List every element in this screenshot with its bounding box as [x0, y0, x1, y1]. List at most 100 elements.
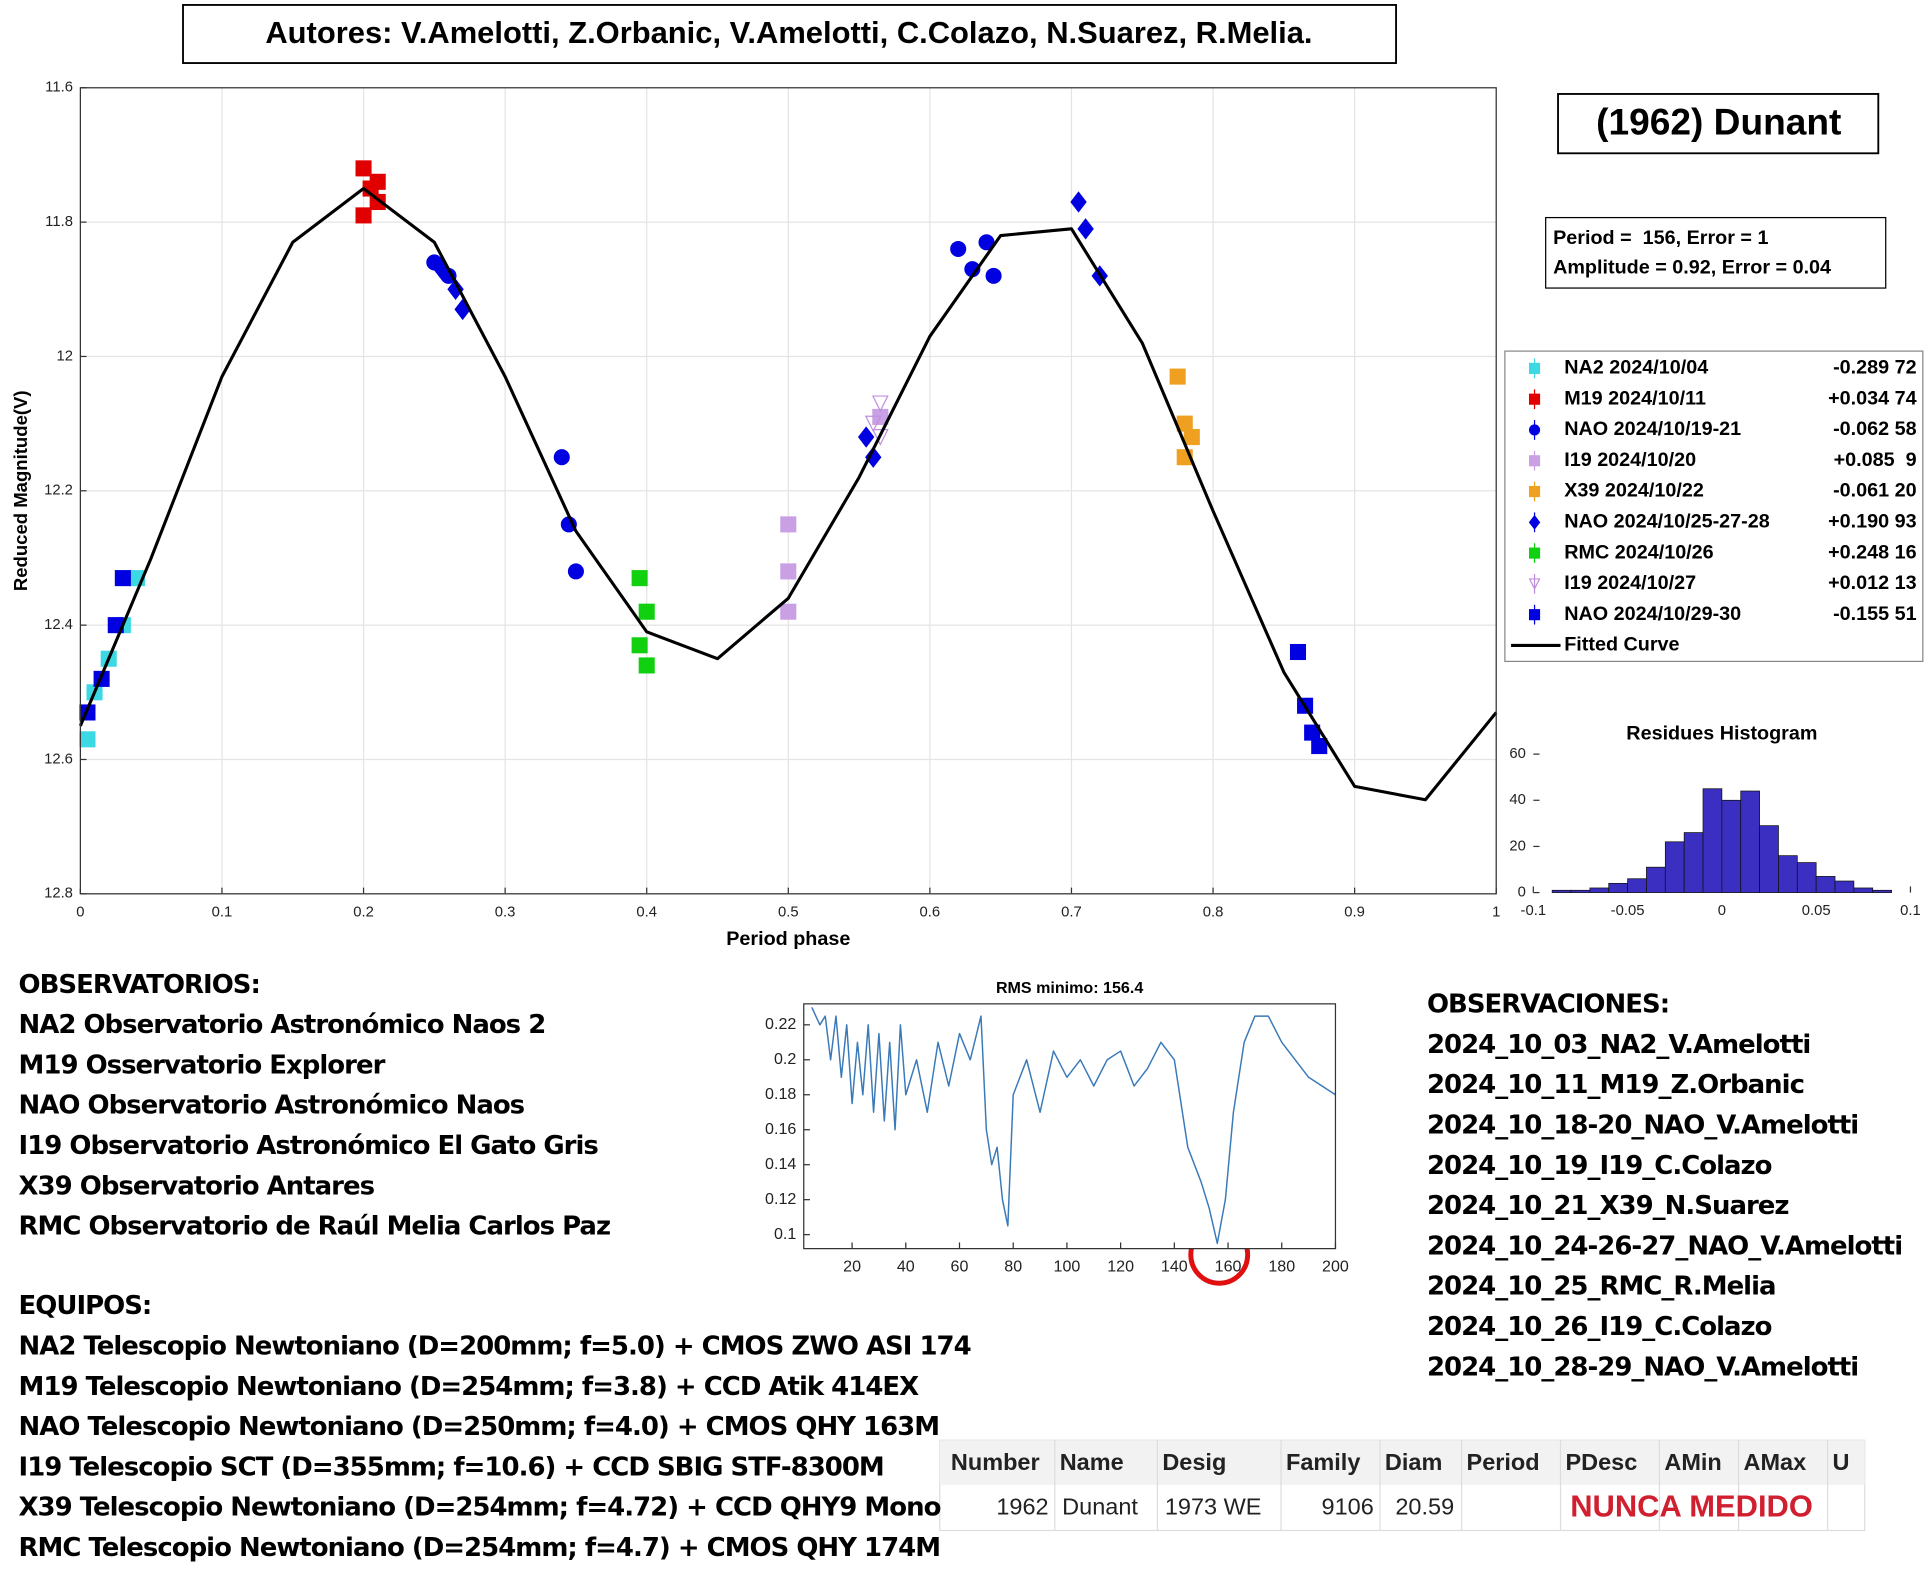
x-tick-label: 0.4	[636, 904, 657, 920]
point	[1169, 368, 1186, 385]
histogram-bar	[1608, 882, 1628, 893]
legend-offset: +0.190 93	[1828, 511, 1916, 533]
section-item: I19 Observatorio Astronómico El Gato Gri…	[19, 1131, 599, 1161]
table-note: NUNCA MEDIDO	[1570, 1488, 1813, 1523]
histogram-bar	[1664, 841, 1685, 893]
point	[950, 240, 967, 258]
x-tick-label: 160	[1215, 1257, 1242, 1275]
point	[631, 570, 648, 587]
point	[780, 603, 797, 620]
x-tick-label: 0.2	[353, 904, 374, 920]
x-tick-label: 140	[1161, 1257, 1188, 1275]
table-header: Period	[1467, 1449, 1540, 1475]
legend-marker	[1528, 514, 1541, 530]
point	[857, 426, 875, 448]
legend-label: Fitted Curve	[1564, 634, 1679, 656]
point	[780, 563, 797, 580]
histogram-bar	[1778, 855, 1798, 893]
y-tick-label: 12.8	[44, 886, 73, 902]
section-item: 2024_10_03_NA2_V.Amelotti	[1427, 1030, 1810, 1060]
y-tick-label: 0.2	[774, 1050, 796, 1068]
point	[1289, 643, 1307, 661]
point	[447, 278, 464, 300]
section-title: OBSERVATORIOS:	[19, 970, 260, 1000]
section-title: OBSERVACIONES:	[1427, 990, 1669, 1020]
x-tick-label: 80	[1004, 1257, 1022, 1275]
section-item: RMC Observatorio de Raúl Melia Carlos Pa…	[19, 1212, 611, 1242]
point	[1183, 429, 1200, 446]
histogram-bar	[1834, 880, 1855, 893]
point	[355, 160, 372, 177]
legend-offset: +0.012 13	[1828, 572, 1916, 594]
point	[1077, 218, 1094, 240]
legend-offset: -0.062 58	[1833, 418, 1917, 440]
table-header: AMax	[1744, 1449, 1807, 1475]
section-item: M19 Osservatorio Explorer	[19, 1050, 386, 1080]
legend-label: M19 2024/10/11	[1564, 387, 1706, 409]
section-item: X39 Telescopio Newtoniano (D=254mm; f=4.…	[19, 1493, 941, 1523]
legend-offset: -0.061 20	[1833, 480, 1917, 502]
legend-offset: -0.289 72	[1833, 357, 1917, 379]
legend-label: X39 2024/10/22	[1564, 480, 1704, 502]
legend-label: RMC 2024/10/26	[1564, 541, 1713, 563]
x-tick-label: 0.9	[1344, 904, 1365, 920]
legend-box	[1504, 350, 1924, 663]
section-item: 2024_10_21_X39_N.Suarez	[1427, 1191, 1789, 1221]
point	[864, 415, 882, 433]
y-tick-label: 0.14	[765, 1155, 796, 1173]
y-tick-label: 20	[1509, 838, 1526, 854]
y-tick-label: 0.1	[774, 1225, 796, 1243]
x-tick-label: 40	[897, 1257, 915, 1275]
point	[978, 234, 995, 251]
legend-offset: -0.155 51	[1833, 603, 1917, 625]
x-tick-label: 100	[1054, 1257, 1081, 1275]
section-item: 2024_10_24-26-27_NAO_V.Amelotti	[1427, 1231, 1902, 1261]
legend-marker	[1528, 609, 1541, 621]
x-tick-label: 0.1	[1900, 903, 1921, 919]
plot-area	[803, 1003, 1336, 1249]
x-axis-label: Period phase	[726, 928, 850, 950]
x-tick-label: 0	[1718, 903, 1726, 919]
section-item: 2024_10_19_I19_C.Colazo	[1427, 1151, 1772, 1181]
table-header: AMin	[1664, 1449, 1721, 1475]
table-header: Diam	[1385, 1449, 1442, 1475]
histogram-bar	[1627, 878, 1647, 893]
table-header: U	[1833, 1449, 1850, 1475]
point	[865, 446, 882, 468]
histogram-bar	[1589, 887, 1610, 893]
section-item: 2024_10_26_I19_C.Colazo	[1427, 1312, 1772, 1342]
legend-marker	[1528, 578, 1541, 591]
histogram-bar	[1683, 832, 1704, 893]
histogram-bar	[1815, 876, 1836, 893]
table-cell: 1962	[996, 1493, 1048, 1519]
point	[871, 429, 889, 446]
legend-marker	[1528, 362, 1541, 374]
legend-marker	[1528, 424, 1541, 436]
y-tick-label: 12	[56, 348, 73, 364]
histogram-bar	[1759, 825, 1779, 893]
rms-line	[811, 1007, 1336, 1245]
section-item: NAO Observatorio Astronómico Naos	[19, 1091, 525, 1121]
table-cell: Dunant	[1062, 1493, 1138, 1519]
table-header: Name	[1060, 1449, 1124, 1475]
x-tick-label: -0.05	[1611, 903, 1645, 919]
section-item: 2024_10_18-20_NAO_V.Amelotti	[1427, 1110, 1858, 1140]
table-header: Desig	[1162, 1449, 1226, 1475]
x-tick-label: 0.8	[1203, 904, 1224, 920]
legend-label: I19 2024/10/20	[1564, 449, 1696, 471]
x-tick-label: 60	[951, 1257, 969, 1275]
x-tick-label: 0.5	[778, 904, 799, 920]
y-tick-label: 0.22	[765, 1015, 796, 1033]
object-title: (1962) Dunant	[1596, 101, 1841, 143]
x-tick-label: 0	[76, 904, 84, 920]
point	[780, 516, 797, 533]
point	[114, 570, 131, 587]
section-title: EQUIPOS:	[19, 1291, 152, 1321]
y-tick-label: 11.8	[45, 214, 73, 230]
fitted-curve	[78, 186, 1498, 802]
histogram-bar	[1570, 889, 1591, 893]
histogram-bar	[1853, 887, 1874, 893]
y-tick-label: 0.16	[765, 1120, 796, 1138]
x-tick-label: -0.1	[1521, 903, 1547, 919]
legend-marker	[1528, 455, 1541, 467]
